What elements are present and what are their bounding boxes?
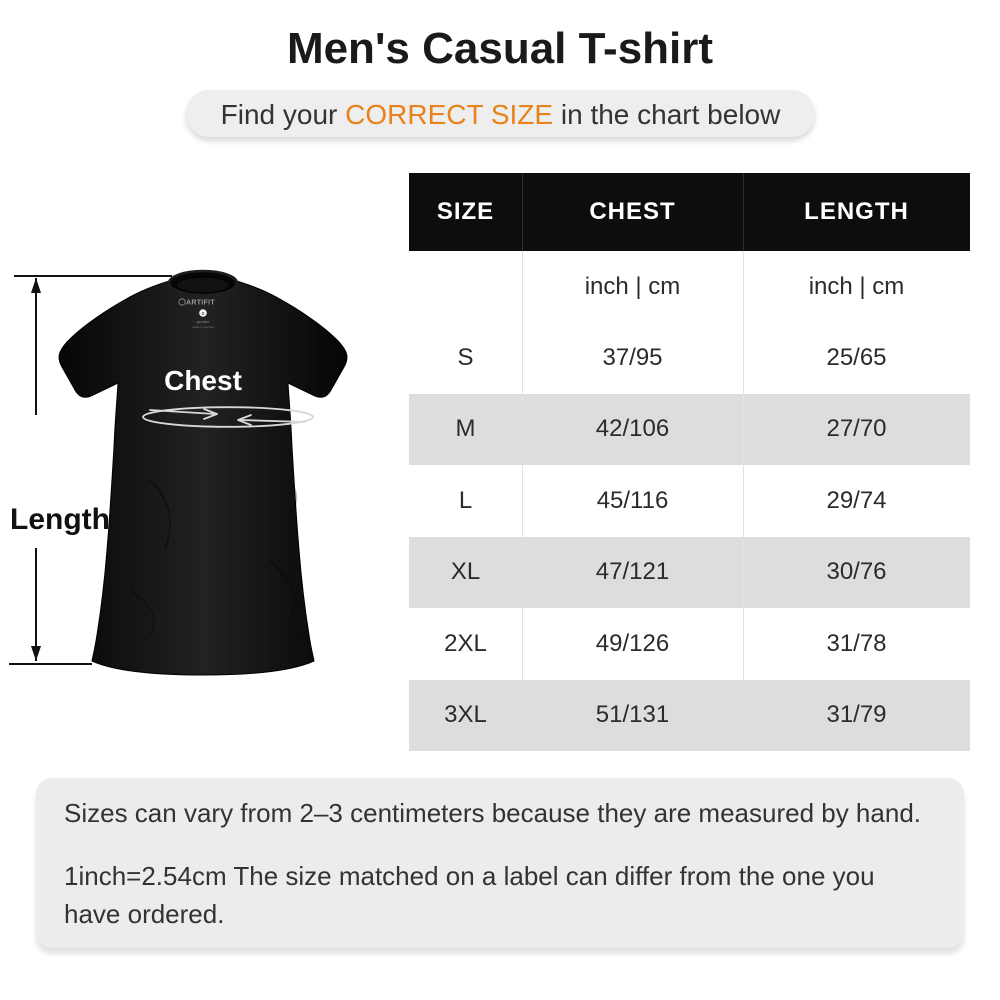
svg-text:ARTIFIT: ARTIFIT	[186, 300, 215, 307]
svg-text:made in vietnam: made in vietnam	[192, 325, 215, 329]
svg-text:genuine: genuine	[197, 320, 210, 324]
svg-text:Chest: Chest	[164, 365, 242, 396]
svg-text:S: S	[202, 311, 205, 316]
